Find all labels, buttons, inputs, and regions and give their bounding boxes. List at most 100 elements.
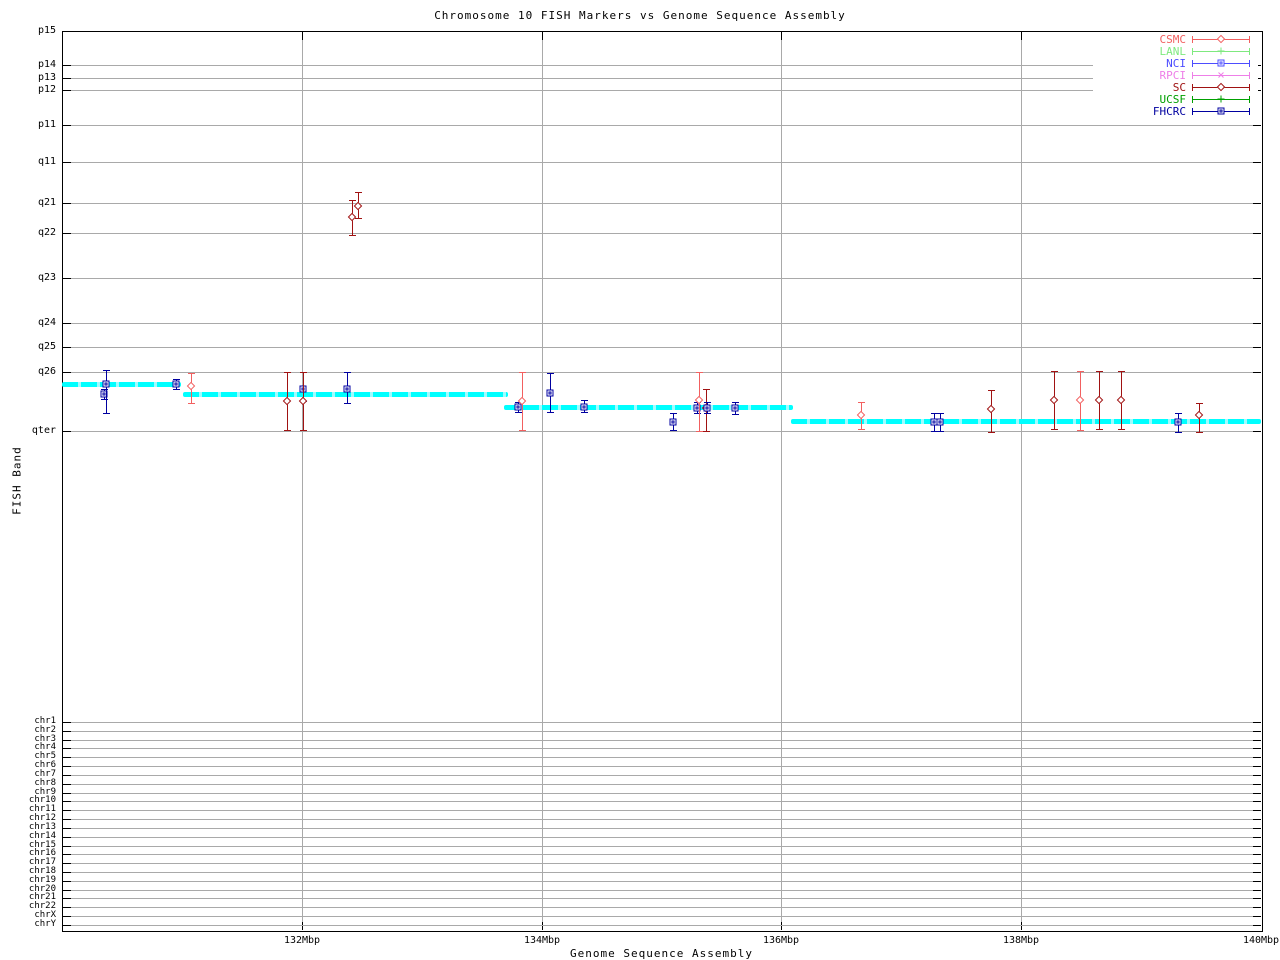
- y-tick-label: chr5: [34, 751, 56, 761]
- y-gridline: [63, 323, 1260, 324]
- y-tick-right: [1253, 854, 1261, 855]
- y-gridline: [63, 828, 1260, 829]
- legend-label: LANL: [1159, 45, 1187, 58]
- y-tick-right: [1253, 125, 1261, 126]
- y-tick-label: chr21: [28, 892, 56, 902]
- y-tick-left: [63, 90, 71, 91]
- y-gridline: [63, 278, 1260, 279]
- errorbar-cap: [581, 412, 588, 413]
- legend-label: FHCRC: [1152, 105, 1186, 118]
- errorbar-cap: [670, 413, 677, 414]
- marker-square: [703, 404, 711, 412]
- y-gridline: [63, 907, 1260, 908]
- y-tick-left: [63, 162, 71, 163]
- errorbar-cap: [547, 373, 554, 374]
- y-tick-right: [1253, 233, 1261, 234]
- marker-plus: [1217, 95, 1225, 103]
- y-tick-right: [1253, 372, 1261, 373]
- x-gridline: [781, 32, 782, 929]
- y-tick-label: q21: [37, 197, 56, 208]
- y-tick-label: chr12: [28, 813, 56, 823]
- errorbar-cap: [703, 389, 710, 390]
- y-tick-right: [1253, 863, 1261, 864]
- y-gridline: [63, 801, 1260, 802]
- y-tick-right: [1253, 819, 1261, 820]
- y-tick-right: [1253, 31, 1261, 32]
- y-tick-label: chr14: [28, 831, 56, 841]
- marker-square: [100, 390, 108, 398]
- y-tick-label: qter: [31, 425, 56, 436]
- y-tick-right: [1253, 925, 1261, 926]
- x-tick-bottom: [1021, 922, 1022, 930]
- y-tick-right: [1253, 881, 1261, 882]
- x-gridline: [302, 32, 303, 929]
- errorbar-cap: [937, 431, 944, 432]
- legend-sample-square-icon: [1192, 58, 1250, 69]
- y-gridline: [63, 431, 1260, 432]
- y-gridline: [63, 78, 1260, 79]
- errorbar-cap: [547, 412, 554, 413]
- y-tick-label: chr6: [34, 760, 56, 770]
- marker-square: [669, 418, 677, 426]
- marker-square: [1174, 418, 1182, 426]
- marker-square: [102, 380, 110, 388]
- marker-square: [1217, 59, 1225, 67]
- assembly-segment: [790, 419, 1261, 424]
- y-gridline: [63, 784, 1260, 785]
- y-tick-left: [63, 78, 71, 79]
- x-tick-label: 138Mbp: [1002, 935, 1040, 946]
- y-gridline: [63, 890, 1260, 891]
- legend-sample-diamond-icon: [1192, 82, 1250, 93]
- y-tick-left: [63, 65, 71, 66]
- x-tick-top: [302, 32, 303, 40]
- y-gridline: [63, 748, 1260, 749]
- errorbar-cap: [931, 431, 938, 432]
- legend-label: NCI: [1166, 57, 1186, 70]
- marker-plus: [1217, 47, 1225, 55]
- y-tick-right: [1253, 203, 1261, 204]
- y-gridline: [63, 881, 1260, 882]
- y-tick-label: q24: [37, 317, 56, 328]
- errorbar-cap: [344, 403, 351, 404]
- errorbar-cap: [1096, 429, 1103, 430]
- x-tick-label: 132Mbp: [283, 935, 321, 946]
- legend-sample-diamond-icon: [1192, 34, 1250, 45]
- errorbar-cap: [696, 372, 703, 373]
- y-gridline: [63, 203, 1260, 204]
- marker-diamond: [1216, 34, 1226, 44]
- errorbar-cap: [1196, 403, 1203, 404]
- errorbar-cap: [101, 399, 108, 400]
- y-tick-left: [63, 347, 71, 348]
- assembly-segment: [62, 382, 181, 387]
- legend-item-rpci: RPCI: [1093, 69, 1258, 82]
- errorbar-cap: [988, 432, 995, 433]
- legend-sample-plus-icon: [1192, 46, 1250, 57]
- errorbar-cap: [103, 370, 110, 371]
- y-gridline: [63, 722, 1260, 723]
- y-gridline: [63, 65, 1260, 66]
- assembly-segment: [504, 405, 794, 410]
- y-tick-right: [1253, 801, 1261, 802]
- y-tick-left: [63, 278, 71, 279]
- errorbar-cap: [1077, 430, 1084, 431]
- y-tick-label: chr15: [28, 840, 56, 850]
- y-tick-left: [63, 722, 71, 723]
- legend-item-lanl: LANL: [1093, 45, 1258, 58]
- y-tick-label: q25: [37, 341, 56, 352]
- legend-label: RPCI: [1159, 69, 1187, 82]
- errorbar-cap: [704, 402, 711, 403]
- legend-item-fhcrc: FHCRC: [1093, 105, 1258, 118]
- y-tick-right: [1253, 784, 1261, 785]
- marker-x: [1216, 70, 1226, 80]
- y-gridline: [63, 819, 1260, 820]
- legend: CSMC LANL NCI RPCI SC UCSF FHCRC: [1093, 33, 1258, 118]
- errorbar-cap: [300, 372, 307, 373]
- errorbar-cap: [284, 372, 291, 373]
- marker-square: [1217, 107, 1225, 115]
- legend-label: UCSF: [1159, 93, 1187, 106]
- y-tick-right: [1253, 828, 1261, 829]
- errorbar-cap: [1175, 432, 1182, 433]
- y-tick-left: [63, 810, 71, 811]
- errorbar-cap: [188, 373, 195, 374]
